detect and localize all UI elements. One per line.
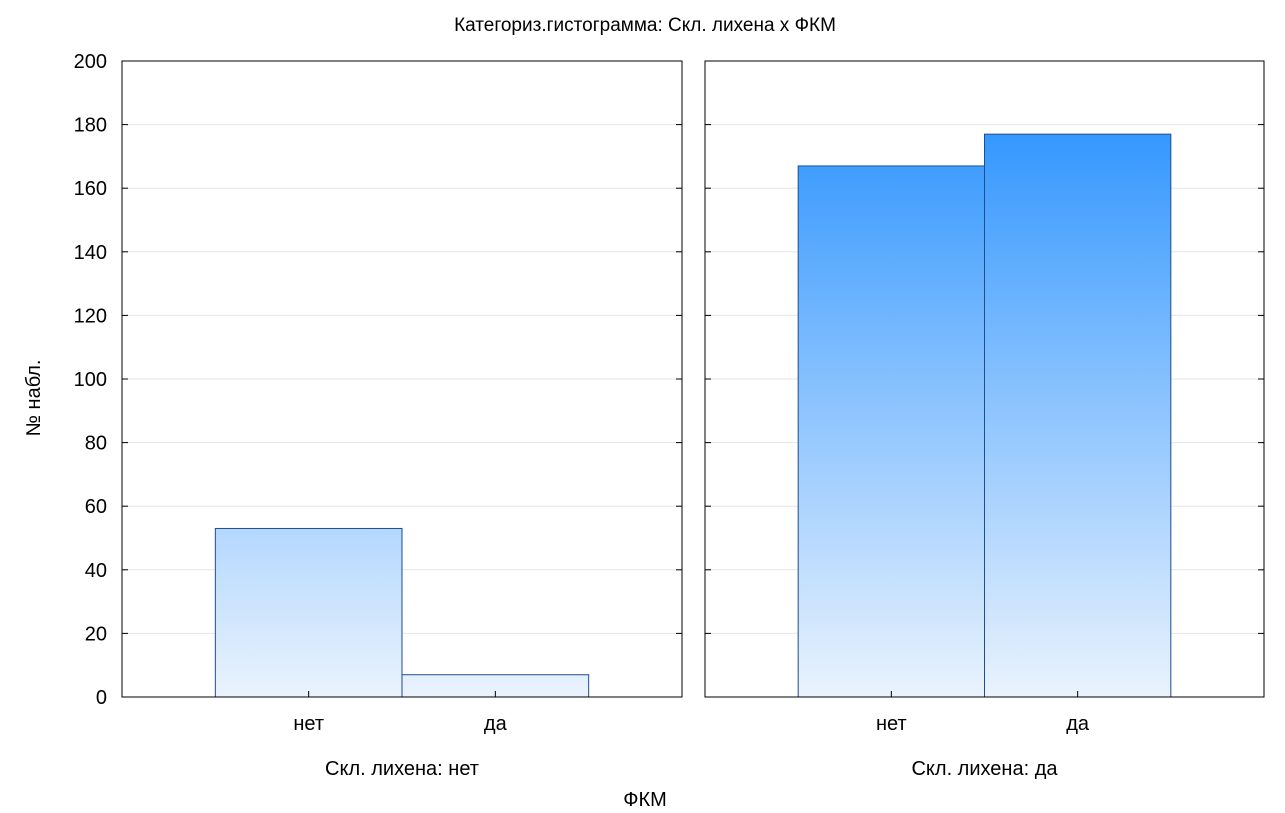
y-tick-label: 0 xyxy=(96,687,107,709)
y-tick-label: 180 xyxy=(74,115,107,137)
y-tick-label: 80 xyxy=(85,433,107,455)
x-tick-label: да xyxy=(484,713,508,735)
panel-2: нет да Скл. лихена: да xyxy=(704,60,1265,780)
x-tick-label: да xyxy=(1066,713,1090,735)
y-axis-label: № набл. xyxy=(23,360,45,437)
x-tick-label: нет xyxy=(293,713,324,735)
bar-2-2 xyxy=(984,133,1172,698)
y-tick-label: 20 xyxy=(85,623,107,645)
x-tick-label: нет xyxy=(876,713,907,735)
x-axis-label: ФКМ xyxy=(623,789,667,811)
bar-2-1 xyxy=(797,165,986,698)
chart-title: Категориз.гистограмма: Скл. лихена x ФКМ xyxy=(454,15,836,36)
y-tick-label: 140 xyxy=(74,242,107,264)
bar-1-1 xyxy=(214,527,403,698)
y-tick-label: 100 xyxy=(74,369,107,391)
panel-label: Скл. лихена: да xyxy=(911,758,1058,780)
chart-panels: 0 20 40 60 80 100 120 140 160 180 200 нет да Скл. лих… xyxy=(74,51,1265,780)
y-tick-label: 200 xyxy=(74,51,107,73)
y-tick-label: 60 xyxy=(85,496,107,518)
y-tick-label: 160 xyxy=(74,178,107,200)
panel-label: Скл. лихена: нет xyxy=(325,758,479,780)
y-tick-label: 120 xyxy=(74,305,107,327)
y-tick-label: 40 xyxy=(85,560,107,582)
panel-1: 0 20 40 60 80 100 120 140 160 180 200 нет да Скл. лих… xyxy=(74,51,683,780)
